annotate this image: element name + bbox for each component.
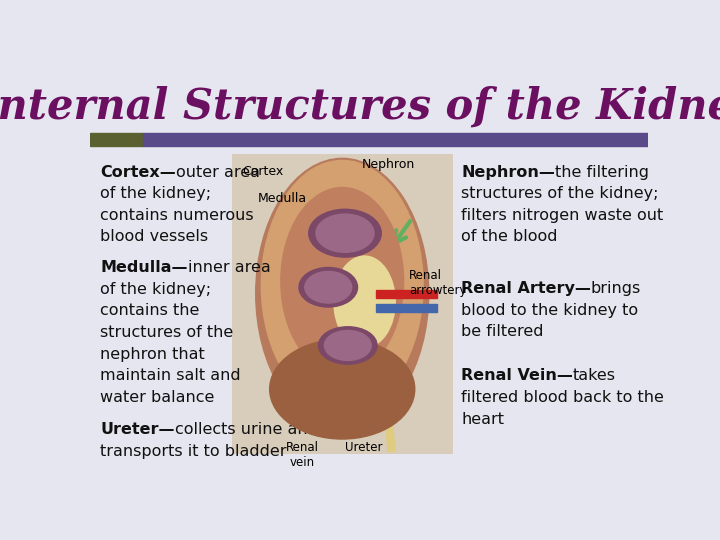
Text: be filtered: be filtered [461, 324, 544, 339]
Text: Nephron: Nephron [362, 158, 415, 171]
Ellipse shape [299, 267, 358, 307]
Ellipse shape [256, 158, 428, 429]
Text: filters nitrogen waste out: filters nitrogen waste out [461, 208, 663, 223]
Ellipse shape [318, 327, 377, 364]
Text: of the kidney;: of the kidney; [100, 282, 211, 297]
Text: of the blood: of the blood [461, 230, 557, 245]
Text: inner area: inner area [187, 260, 270, 275]
FancyArrow shape [376, 305, 437, 312]
FancyArrow shape [376, 290, 437, 299]
Text: Cortex: Cortex [243, 165, 284, 178]
Text: Internal Structures of the Kidney: Internal Structures of the Kidney [0, 85, 720, 127]
Ellipse shape [281, 187, 404, 375]
Ellipse shape [324, 330, 372, 360]
Text: Cortex—: Cortex— [100, 165, 176, 180]
Ellipse shape [316, 214, 374, 252]
Text: heart: heart [461, 411, 504, 427]
Text: Medulla: Medulla [258, 192, 307, 205]
Text: transports it to bladder: transports it to bladder [100, 444, 287, 459]
Text: water balance: water balance [100, 390, 215, 405]
Text: Renal Vein—: Renal Vein— [461, 368, 573, 383]
Text: blood vessels: blood vessels [100, 230, 208, 245]
Text: collects urine and: collects urine and [174, 422, 318, 437]
Text: of the kidney;: of the kidney; [100, 186, 211, 201]
Text: blood to the kidney to: blood to the kidney to [461, 302, 638, 318]
Text: outer area: outer area [176, 165, 260, 180]
Text: contains numerous: contains numerous [100, 208, 253, 223]
Text: contains the: contains the [100, 303, 199, 319]
Polygon shape [373, 327, 395, 451]
Ellipse shape [305, 272, 351, 303]
Text: filtered blood back to the: filtered blood back to the [461, 390, 664, 405]
Text: brings: brings [591, 281, 642, 296]
Ellipse shape [270, 339, 415, 439]
Text: structures of the: structures of the [100, 325, 233, 340]
Ellipse shape [309, 210, 382, 257]
Text: maintain salt and: maintain salt and [100, 368, 240, 383]
Text: nephron that: nephron that [100, 347, 204, 362]
Text: Medulla—: Medulla— [100, 260, 187, 275]
Text: Nephron—: Nephron— [461, 165, 555, 180]
Ellipse shape [261, 160, 423, 410]
Text: Ureter: Ureter [345, 441, 382, 454]
Text: structures of the kidney;: structures of the kidney; [461, 186, 659, 201]
Bar [90, 133, 143, 146]
Text: Renal
vein: Renal vein [286, 441, 318, 469]
Text: Ureter—: Ureter— [100, 422, 174, 437]
Ellipse shape [334, 256, 395, 348]
Bar [143, 133, 648, 146]
Text: the filtering: the filtering [555, 165, 649, 180]
Bar [233, 154, 453, 454]
Text: Renal
arrowtery: Renal arrowtery [409, 268, 467, 296]
Text: takes: takes [573, 368, 616, 383]
Text: Renal Artery—: Renal Artery— [461, 281, 591, 296]
